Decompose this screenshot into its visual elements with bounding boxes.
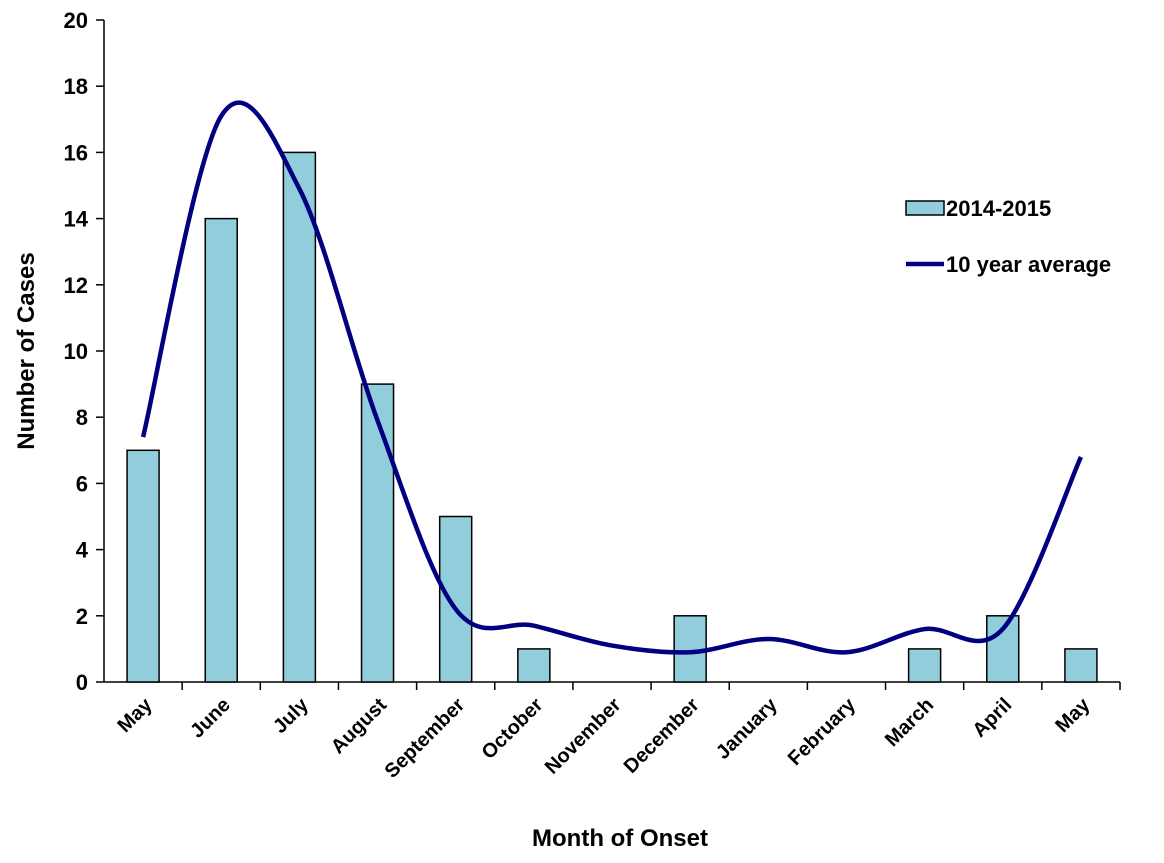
x-tick-label: October — [478, 694, 548, 764]
y-tick-label: 6 — [76, 471, 88, 496]
y-axis-label: Number of Cases — [13, 252, 40, 449]
x-tick-label: September — [381, 694, 470, 783]
bar — [438, 515, 473, 683]
y-tick-label: 18 — [64, 74, 88, 99]
bar — [126, 449, 160, 683]
legend-swatch — [905, 200, 945, 216]
bar — [1064, 648, 1098, 683]
bar — [204, 217, 238, 683]
x-tick-label: December — [620, 694, 704, 778]
y-tick-label: 2 — [76, 604, 88, 629]
y-tick-label: 8 — [76, 405, 88, 430]
y-tick-label: 12 — [64, 273, 88, 298]
bar — [282, 151, 317, 683]
x-axis-label: Month of Onset — [532, 825, 708, 852]
y-tick-label: 16 — [64, 140, 88, 165]
bar — [517, 648, 551, 683]
bar — [907, 648, 942, 683]
bar — [360, 383, 395, 683]
x-tick-label: July — [269, 693, 313, 737]
x-tick-label: February — [784, 693, 861, 770]
x-tick-label: May — [114, 693, 158, 737]
y-tick-label: 14 — [64, 207, 89, 232]
x-tick-label: April — [969, 694, 1017, 742]
y-tick-label: 4 — [76, 538, 89, 563]
line — [140, 100, 1083, 655]
x-tick-label: November — [541, 694, 626, 779]
y-tick-label: 0 — [76, 670, 88, 695]
x-tick-label: May — [1051, 693, 1095, 737]
legend-label: 2014-2015 — [946, 196, 1051, 221]
y-tick-label: 20 — [64, 8, 88, 33]
x-tick-label: March — [881, 694, 938, 751]
x-tick-label: June — [186, 694, 235, 743]
y-tick-label: 10 — [64, 339, 88, 364]
x-tick-label: August — [327, 694, 392, 759]
x-tick-label: January — [712, 693, 782, 763]
legend-label: 10 year average — [946, 252, 1111, 277]
